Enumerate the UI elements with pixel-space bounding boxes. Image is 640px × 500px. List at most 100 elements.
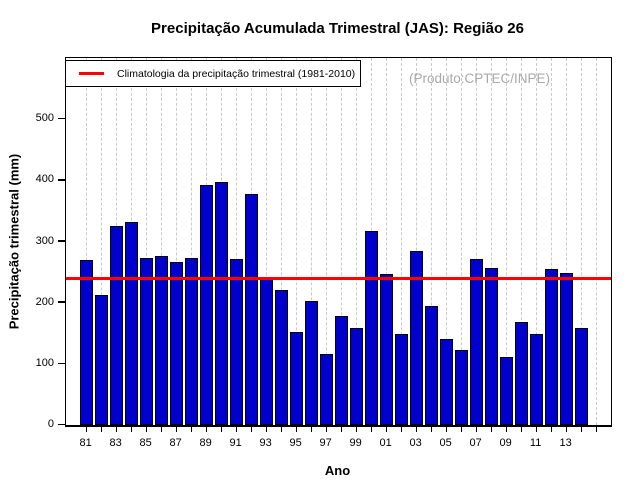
gridline — [146, 58, 148, 425]
gridline — [536, 58, 538, 425]
gridline — [176, 58, 178, 425]
x-tick-label: 93 — [259, 437, 272, 449]
x-tick-label: 81 — [79, 437, 92, 449]
x-tick-label: 13 — [559, 437, 572, 449]
y-tick-label: 200 — [35, 295, 54, 308]
x-tick-label: 07 — [469, 437, 482, 449]
x-axis-title: Ano — [324, 463, 351, 478]
chart-title: Precipitação Acumulada Trimestral (JAS):… — [151, 20, 524, 37]
gridline — [416, 58, 418, 425]
gridline — [551, 58, 553, 425]
y-tick-label: 500 — [35, 112, 54, 125]
gridline — [86, 58, 88, 425]
gridline — [236, 58, 238, 425]
legend-label: Climatologia da precipitação trimestral … — [117, 67, 356, 80]
x-axis-tick — [370, 426, 373, 432]
plot-area — [65, 57, 612, 427]
x-tick-label: 09 — [499, 437, 512, 449]
bar-1991 — [230, 259, 244, 425]
x-axis-tick — [220, 426, 223, 432]
y-axis-tick — [58, 179, 65, 181]
bar-1983 — [110, 225, 124, 425]
x-axis-tick — [145, 426, 148, 432]
gridline — [431, 58, 433, 425]
x-axis-tick — [400, 426, 403, 432]
bar-2012 — [545, 269, 559, 425]
x-axis-tick — [460, 426, 463, 432]
x-axis-tick — [295, 426, 298, 432]
bar-1996 — [305, 301, 319, 425]
x-axis-tick — [325, 426, 328, 432]
x-tick-label: 95 — [289, 437, 302, 449]
gridline — [581, 58, 583, 425]
x-axis-tick — [250, 426, 253, 432]
gridline — [446, 58, 448, 425]
bar-1984 — [125, 221, 139, 425]
legend-box: Climatologia da precipitação trimestral … — [65, 60, 361, 87]
gridline — [491, 58, 493, 425]
bar-2013 — [560, 273, 574, 425]
x-axis-tick — [355, 426, 358, 432]
x-axis-tick — [430, 426, 433, 432]
x-tick-label: 03 — [409, 437, 422, 449]
x-axis-tick — [445, 426, 448, 432]
bar-1985 — [140, 258, 154, 425]
bar-1994 — [275, 290, 289, 425]
bar-2009 — [500, 356, 514, 425]
x-tick-label: 05 — [439, 437, 452, 449]
bar-1982 — [95, 295, 109, 425]
bar-2004 — [425, 305, 439, 425]
gridline — [296, 58, 298, 425]
bar-2011 — [530, 333, 544, 425]
bar-1987 — [170, 261, 184, 425]
x-tick-label: 89 — [199, 437, 212, 449]
y-axis-tick — [58, 240, 65, 242]
x-axis-tick — [505, 426, 508, 432]
bar-2003 — [410, 250, 424, 425]
climatology-legend-line-swatch — [79, 72, 104, 75]
bar-1993 — [260, 278, 274, 425]
x-tick-label: 01 — [379, 437, 392, 449]
x-axis-tick — [85, 426, 88, 432]
gridline — [596, 58, 598, 425]
x-axis-tick — [565, 426, 568, 432]
gridline — [566, 58, 568, 425]
gridline — [101, 58, 103, 425]
gridline — [356, 58, 358, 425]
gridline — [461, 58, 463, 425]
x-axis-tick — [595, 426, 598, 432]
x-axis-tick — [190, 426, 193, 432]
x-tick-label: 85 — [139, 437, 152, 449]
gridline — [161, 58, 163, 425]
y-axis-tick — [58, 423, 65, 426]
gridline — [476, 58, 478, 425]
bar-1989 — [200, 184, 214, 425]
x-axis-tick — [475, 426, 478, 432]
bar-2008 — [485, 267, 499, 425]
x-axis-tick — [550, 426, 553, 432]
bar-1988 — [185, 258, 199, 425]
x-axis-tick — [385, 426, 388, 432]
x-axis-tick — [100, 426, 103, 432]
gridline — [281, 58, 283, 425]
y-axis-tick — [58, 362, 65, 365]
bar-1986 — [155, 255, 169, 425]
bar-1998 — [335, 315, 349, 425]
bar-2005 — [440, 339, 454, 425]
gridline — [326, 58, 328, 425]
x-tick-label: 91 — [229, 437, 242, 449]
x-axis-tick — [130, 426, 133, 432]
bar-2007 — [470, 259, 484, 425]
x-tick-label: 97 — [319, 437, 332, 449]
x-axis-tick — [115, 426, 118, 432]
x-tick-label: 83 — [109, 437, 122, 449]
bar-1999 — [350, 327, 364, 425]
bar-1981 — [80, 259, 94, 425]
x-axis-tick — [235, 426, 238, 432]
x-axis-tick — [265, 426, 268, 432]
x-tick-label: 87 — [169, 437, 182, 449]
x-axis-tick — [535, 426, 538, 432]
y-tick-label: 300 — [35, 234, 54, 247]
x-axis-tick — [580, 426, 583, 432]
